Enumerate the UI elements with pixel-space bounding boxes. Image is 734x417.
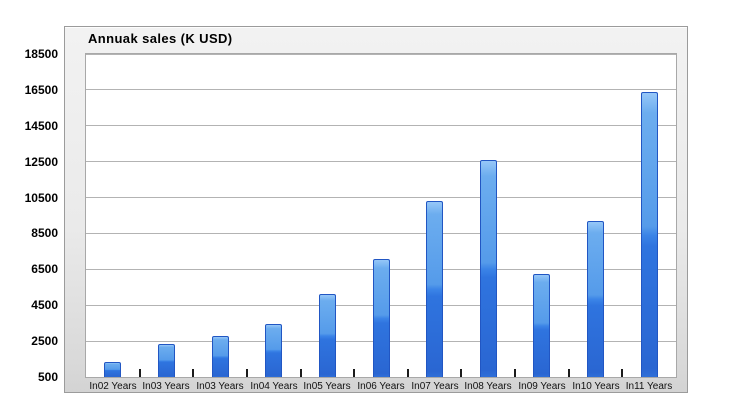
- x-axis-label: In03 Years: [142, 381, 190, 392]
- category-tick: [406, 369, 409, 377]
- x-axis-label: In09 Years: [518, 381, 566, 392]
- bar-in11-years[interactable]: [641, 92, 658, 377]
- x-axis-labels: In02 Years In03 Years In03 Years In04 Years…: [86, 380, 676, 394]
- bar-in02-years[interactable]: [104, 362, 121, 377]
- y-axis-label: 12500: [24, 154, 58, 169]
- grid-line: [86, 53, 676, 55]
- y-axis-label: 10500: [24, 190, 58, 205]
- bar-in06-years[interactable]: [373, 259, 390, 377]
- category-tick: [353, 369, 356, 377]
- grid-line: [86, 232, 676, 234]
- category-tick: [299, 369, 302, 377]
- x-axis-label: In05 Years: [303, 381, 351, 392]
- x-axis-label: In08 Years: [464, 381, 512, 392]
- x-axis-label: In04 Years: [250, 381, 298, 392]
- y-axis-label: 8500: [31, 226, 58, 241]
- x-axis-label: In10 Years: [572, 381, 620, 392]
- grid-line: [86, 89, 676, 91]
- bar-in05-years[interactable]: [319, 294, 336, 377]
- category-tick: [138, 369, 141, 377]
- grid-line: [86, 125, 676, 127]
- x-axis-label: In11 Years: [625, 381, 673, 392]
- bar-in04-years[interactable]: [265, 324, 282, 377]
- grid-line: [86, 161, 676, 163]
- bar-in07-years[interactable]: [426, 201, 443, 377]
- category-tick: [621, 369, 624, 377]
- x-axis-label: In07 Years: [411, 381, 459, 392]
- x-axis-label: In03 Years: [196, 381, 244, 392]
- bar-in03-years[interactable]: [158, 344, 175, 377]
- bar-in09-years[interactable]: [533, 274, 550, 377]
- grid-line: [86, 197, 676, 199]
- category-tick: [514, 369, 517, 377]
- x-axis-label: In06 Years: [357, 381, 405, 392]
- plot-area: [85, 53, 677, 378]
- y-axis-label: 500: [37, 370, 58, 384]
- y-axis-label: 16500: [24, 82, 58, 97]
- chart-title: Annuak sales (K USD): [88, 31, 233, 46]
- plot-inner: [86, 53, 676, 377]
- y-axis-label: 18500: [24, 47, 58, 61]
- bar-in03-years[interactable]: [212, 336, 229, 377]
- category-tick: [245, 369, 248, 377]
- y-axis-label: 2500: [31, 334, 58, 349]
- bar-in10-years[interactable]: [587, 221, 604, 377]
- category-tick: [567, 369, 570, 377]
- y-axis-label: 14500: [24, 118, 58, 133]
- bar-in08-years[interactable]: [480, 160, 497, 377]
- y-axis-label: 6500: [31, 262, 58, 277]
- category-tick: [192, 369, 195, 377]
- x-axis-label: In02 Years: [89, 381, 137, 392]
- y-axis-label: 4500: [31, 298, 58, 313]
- category-tick: [460, 369, 463, 377]
